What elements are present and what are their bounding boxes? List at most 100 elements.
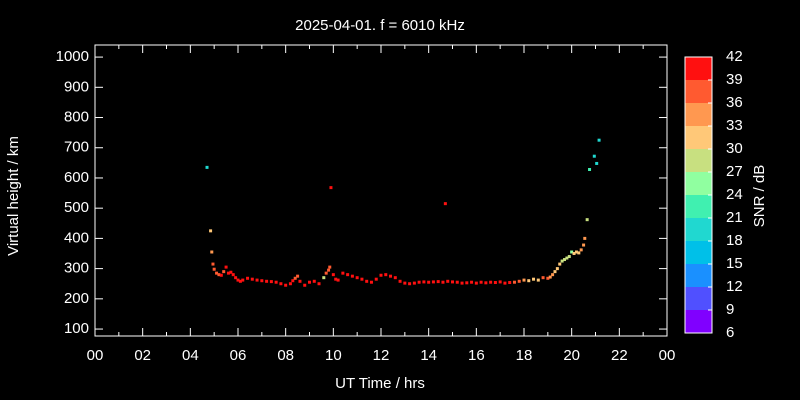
x-tick-label: 06 xyxy=(230,347,247,364)
data-point xyxy=(210,250,214,254)
data-point xyxy=(412,281,416,285)
data-point xyxy=(296,274,300,278)
x-tick-label: 22 xyxy=(611,347,628,364)
data-point xyxy=(217,273,221,277)
data-point xyxy=(274,280,278,284)
data-point xyxy=(260,279,264,283)
colorbar-tick-label: 9 xyxy=(726,301,734,318)
colorbar-swatch xyxy=(685,218,712,241)
data-point xyxy=(555,267,559,271)
data-point xyxy=(298,279,302,283)
chart-title: 2025-04-01. f = 6010 kHz xyxy=(295,17,465,34)
data-point xyxy=(303,283,307,287)
colorbar-tick-label: 39 xyxy=(726,71,743,88)
data-point xyxy=(365,279,369,283)
data-point xyxy=(503,281,507,285)
colorbar-swatch xyxy=(685,80,712,103)
data-point xyxy=(226,271,230,275)
y-tick-label: 1000 xyxy=(56,48,89,65)
colorbar-tick-label: 36 xyxy=(726,94,743,111)
colorbar-swatch xyxy=(685,57,712,80)
colorbar-swatch xyxy=(685,310,712,333)
data-point xyxy=(360,277,364,281)
data-point xyxy=(565,256,569,260)
data-point xyxy=(329,186,333,190)
data-point xyxy=(328,265,332,269)
data-point xyxy=(379,273,383,277)
data-point xyxy=(322,276,326,280)
data-point xyxy=(255,278,259,282)
data-point xyxy=(431,280,435,284)
x-tick-label: 08 xyxy=(277,347,294,364)
colorbar-title: SNR / dB xyxy=(751,165,768,228)
data-point xyxy=(355,276,359,280)
y-tick-label: 100 xyxy=(64,320,89,337)
data-point xyxy=(346,273,350,277)
colorbar-swatch xyxy=(685,149,712,172)
data-point xyxy=(265,279,269,283)
data-point xyxy=(236,278,240,282)
data-point xyxy=(350,274,354,278)
data-point xyxy=(470,280,474,284)
data-point xyxy=(522,278,526,282)
data-point xyxy=(384,273,388,277)
data-point xyxy=(451,280,454,284)
y-tick-label: 300 xyxy=(64,260,89,277)
y-axis-label: Virtual height / km xyxy=(5,136,22,256)
data-point xyxy=(563,258,567,262)
y-tick-label: 500 xyxy=(64,199,89,216)
colorbar-swatch xyxy=(685,195,712,218)
data-point xyxy=(231,273,235,277)
data-point xyxy=(592,154,596,158)
data-point xyxy=(427,280,431,284)
data-point xyxy=(229,270,233,274)
x-tick-label: 04 xyxy=(182,347,199,364)
data-point xyxy=(219,273,223,277)
data-point xyxy=(324,271,328,275)
data-point xyxy=(536,278,540,282)
colorbar-tick-label: 18 xyxy=(726,232,743,249)
x-tick-label: 16 xyxy=(468,347,485,364)
data-point xyxy=(284,283,288,287)
x-tick-label: 00 xyxy=(87,347,104,364)
data-point xyxy=(224,265,228,269)
data-point xyxy=(597,138,601,142)
data-point xyxy=(508,281,512,285)
data-point xyxy=(212,267,216,271)
data-point xyxy=(334,277,338,281)
data-point xyxy=(403,281,407,285)
colorbar-tick-label: 15 xyxy=(726,255,743,272)
data-point xyxy=(588,167,592,171)
y-tick-label: 800 xyxy=(64,108,89,125)
data-point xyxy=(417,280,421,284)
colorbar-tick-label: 24 xyxy=(726,186,743,203)
data-point xyxy=(441,280,445,284)
data-point xyxy=(393,276,397,280)
colorbar-swatch xyxy=(685,172,712,195)
data-point xyxy=(479,280,483,284)
data-point xyxy=(209,229,213,233)
x-tick-label: 00 xyxy=(659,347,676,364)
data-point xyxy=(532,277,536,281)
data-point xyxy=(595,161,599,165)
x-tick-label: 20 xyxy=(563,347,580,364)
data-point xyxy=(331,273,335,277)
y-tick-label: 900 xyxy=(64,78,89,95)
data-point xyxy=(446,279,450,283)
x-tick-label: 02 xyxy=(134,347,151,364)
colorbar-swatch xyxy=(685,241,712,264)
data-point xyxy=(583,236,587,240)
colorbar-tick-label: 6 xyxy=(726,324,734,341)
data-point xyxy=(369,280,373,284)
data-point xyxy=(493,281,497,285)
data-point xyxy=(460,281,464,285)
x-axis-label: UT Time / hrs xyxy=(335,375,425,392)
data-point xyxy=(570,250,574,254)
data-point xyxy=(527,279,531,283)
data-point xyxy=(374,277,378,281)
data-point xyxy=(222,270,226,274)
colorbar-tick-label: 27 xyxy=(726,163,743,180)
data-point xyxy=(246,276,250,280)
data-point xyxy=(577,251,581,255)
data-point xyxy=(422,280,426,284)
